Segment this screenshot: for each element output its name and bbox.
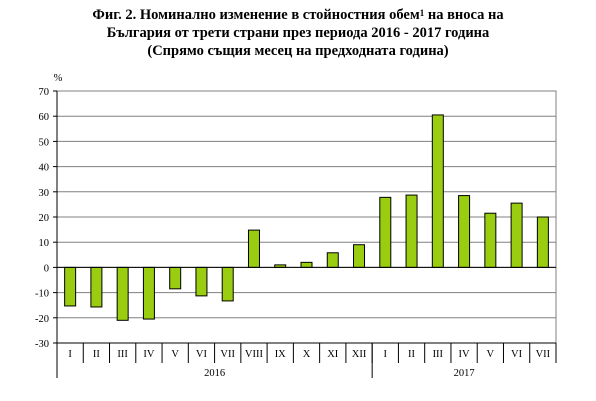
x-group-label: 2016 xyxy=(204,368,225,379)
bar xyxy=(64,266,77,307)
bar xyxy=(484,212,497,268)
y-tick-label: -10 xyxy=(35,289,49,300)
bar xyxy=(510,202,523,268)
title-line-1-text: Фиг. 2. Номинално изменение в стойностни… xyxy=(92,7,420,23)
x-tick-label: I xyxy=(384,349,388,360)
x-tick-label: II xyxy=(93,349,100,360)
x-tick-label: V xyxy=(487,349,495,360)
grid-layer xyxy=(56,90,557,344)
bar xyxy=(90,266,103,308)
x-tick-label: XI xyxy=(327,349,339,360)
y-tick-label: 50 xyxy=(39,137,50,148)
bar xyxy=(221,266,234,302)
x-tick-label: IV xyxy=(459,349,470,360)
y-tick-label: -20 xyxy=(35,314,49,325)
y-tick-label: 20 xyxy=(39,213,50,224)
x-tick-label: X xyxy=(303,349,311,360)
y-tick-label: 10 xyxy=(39,238,50,249)
bars-layer xyxy=(64,114,549,321)
x-tick-label: IX xyxy=(275,349,286,360)
bar xyxy=(142,266,155,320)
bar xyxy=(300,261,313,268)
x-tick-label: VII xyxy=(536,349,551,360)
x-tick-label: II xyxy=(408,349,415,360)
bar xyxy=(116,266,129,321)
bar xyxy=(458,195,471,268)
title-line-3: (Спрямо същия месец на предходната годин… xyxy=(147,43,449,59)
x-tick-label: XII xyxy=(352,349,367,360)
bar xyxy=(536,216,549,268)
x-tick-label: V xyxy=(171,349,179,360)
y-tick-label: 70 xyxy=(39,87,50,98)
x-tick-label: VIII xyxy=(245,349,264,360)
bar xyxy=(405,194,418,268)
x-tick-label: III xyxy=(433,349,444,360)
x-tick-label: VI xyxy=(511,349,523,360)
bar xyxy=(247,229,260,268)
chart-title: Фиг. 2. Номинално изменение в стойностни… xyxy=(0,6,596,60)
y-tick-label: 60 xyxy=(39,112,50,123)
title-line-1-end: на вноса на xyxy=(424,7,504,23)
y-axis-label: % xyxy=(54,73,63,84)
y-tick-label: 40 xyxy=(39,163,50,174)
x-group-label: 2017 xyxy=(454,368,475,379)
bar xyxy=(353,244,366,268)
bar xyxy=(326,252,339,268)
bar xyxy=(169,266,182,290)
x-tick-label: III xyxy=(117,349,128,360)
bar xyxy=(195,266,208,297)
title-footnote-marker: 1 xyxy=(419,8,425,18)
y-tick-label: 0 xyxy=(44,263,49,274)
x-tick-label: I xyxy=(68,349,72,360)
title-line-1: Фиг. 2. Номинално изменение в стойностни… xyxy=(0,6,596,24)
bar xyxy=(431,114,444,268)
x-tick-label: IV xyxy=(143,349,154,360)
title-line-2: България от трети страни през периода 20… xyxy=(106,25,490,41)
bar xyxy=(379,196,392,268)
x-tick-label: VII xyxy=(220,349,235,360)
y-tick-label: -30 xyxy=(35,339,49,350)
y-tick-label: 30 xyxy=(39,188,50,199)
x-tick-label: VI xyxy=(196,349,208,360)
